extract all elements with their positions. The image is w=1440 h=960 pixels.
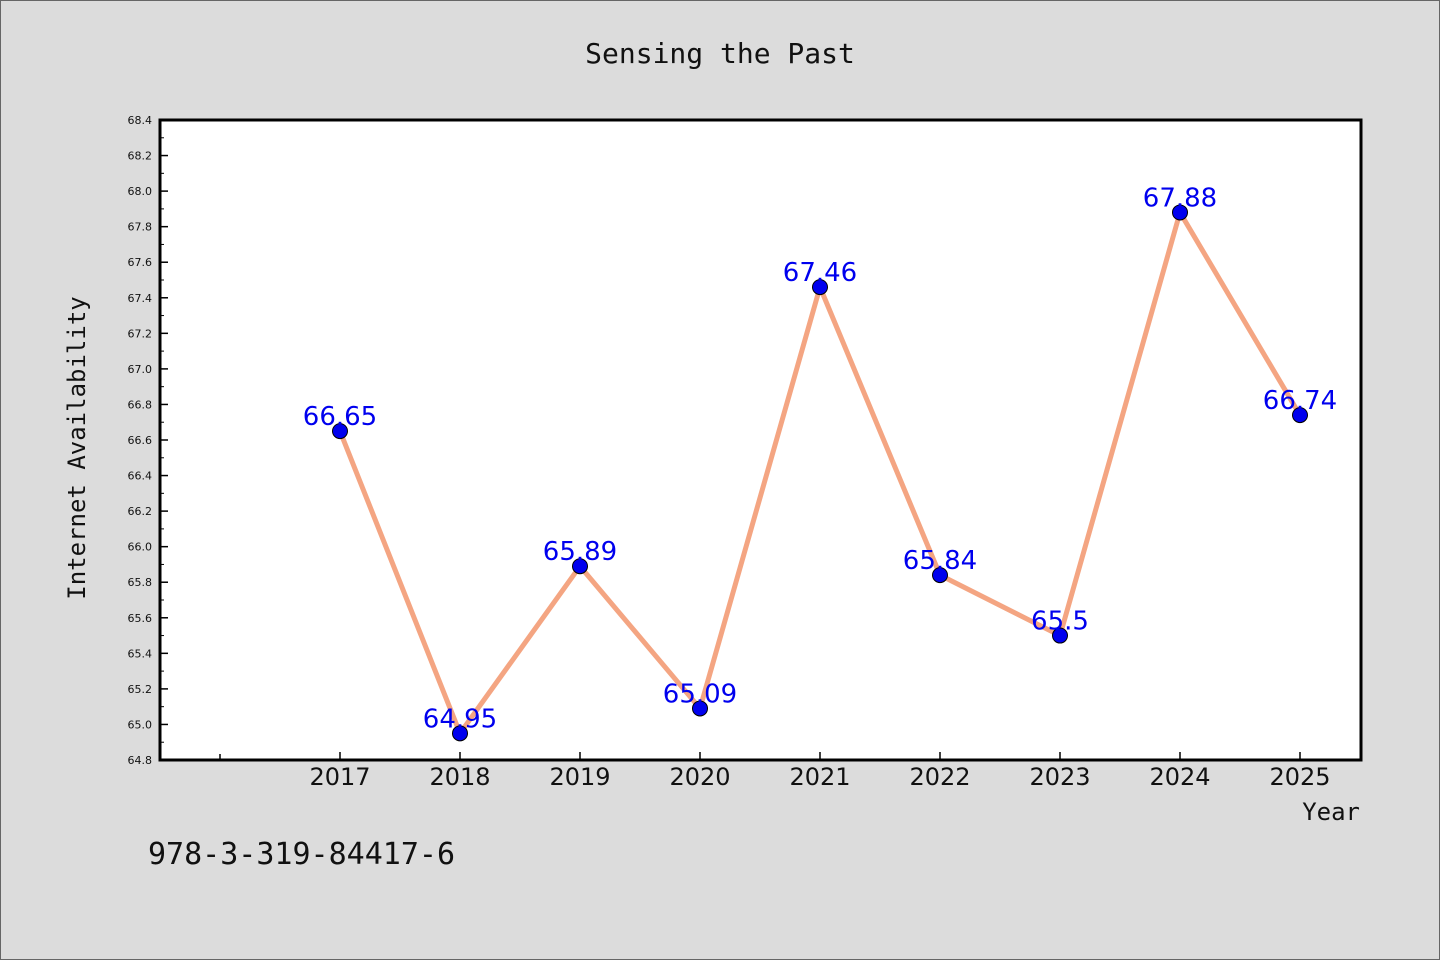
data-point <box>1052 627 1068 644</box>
x-tick-label: 2024 <box>1149 763 1210 791</box>
x-tick-label: 2020 <box>669 763 730 791</box>
data-point <box>812 279 828 296</box>
x-axis: 2017 2018 2019 2020 2021 2022 2023 2024 2025 <box>219 752 1331 791</box>
x-tick-label: 2018 <box>429 763 490 791</box>
data-label: 67.46 <box>783 258 857 288</box>
y-tick-label: 67.6 <box>128 256 153 269</box>
y-tick-label: 66.2 <box>128 505 153 518</box>
plot-area <box>158 118 1363 762</box>
y-tick-label: 67.0 <box>128 363 153 376</box>
y-tick-label: 66.0 <box>128 541 153 554</box>
y-tick-label: 66.6 <box>128 434 153 447</box>
y-tick-label: 64.8 <box>128 754 153 767</box>
x-tick-label: 2023 <box>1029 763 1090 791</box>
data-label: 65.84 <box>903 546 977 576</box>
data-point <box>452 725 468 742</box>
data-point <box>332 423 348 440</box>
series-markers <box>332 204 1308 742</box>
footer-code: 978-3-319-84417-6 <box>148 837 455 872</box>
x-tick-label: 2021 <box>789 763 850 791</box>
y-tick-label: 65.6 <box>128 612 153 625</box>
y-tick-label: 67.2 <box>128 327 153 340</box>
data-label: 66.65 <box>303 402 377 432</box>
y-tick-label: 68.4 <box>128 114 153 127</box>
x-axis-label: Year <box>1302 798 1360 826</box>
y-axis-label: Internet Availability <box>63 296 91 599</box>
data-label: 65.89 <box>543 537 617 567</box>
data-label: 67.88 <box>1143 183 1217 213</box>
y-tick-label: 67.4 <box>128 292 153 305</box>
y-tick-label: 66.8 <box>128 398 153 411</box>
data-label: 64.95 <box>423 704 497 734</box>
y-axis: 64.8 65.0 65.2 65.4 65.6 65.8 66.0 66.2 66.4 66.6… <box>128 114 168 767</box>
x-tick-label: 2017 <box>309 763 370 791</box>
data-point <box>1172 204 1188 221</box>
x-tick-label: 2019 <box>549 763 610 791</box>
y-tick-label: 65.0 <box>128 718 153 731</box>
chart-title: Sensing the Past <box>585 37 855 70</box>
x-tick-label: 2025 <box>1269 763 1330 791</box>
x-tick-label: 2022 <box>909 763 970 791</box>
data-labels: 66.65 64.95 65.89 65.09 67.46 65.84 65.5 67.88 6… <box>303 183 1337 734</box>
data-label: 66.74 <box>1263 386 1337 416</box>
y-tick-label: 66.4 <box>128 470 153 483</box>
data-point <box>572 558 588 575</box>
y-tick-label: 65.8 <box>128 576 153 589</box>
data-label: 65.5 <box>1031 607 1089 637</box>
y-tick-label: 68.2 <box>128 150 153 163</box>
data-point <box>932 567 948 584</box>
data-point <box>1292 407 1308 424</box>
y-tick-label: 65.2 <box>128 683 153 696</box>
data-point <box>692 700 708 717</box>
data-label: 65.09 <box>663 679 737 709</box>
y-tick-label: 65.4 <box>128 647 153 660</box>
y-tick-label: 68.0 <box>128 185 153 198</box>
y-tick-label: 67.8 <box>128 221 153 234</box>
